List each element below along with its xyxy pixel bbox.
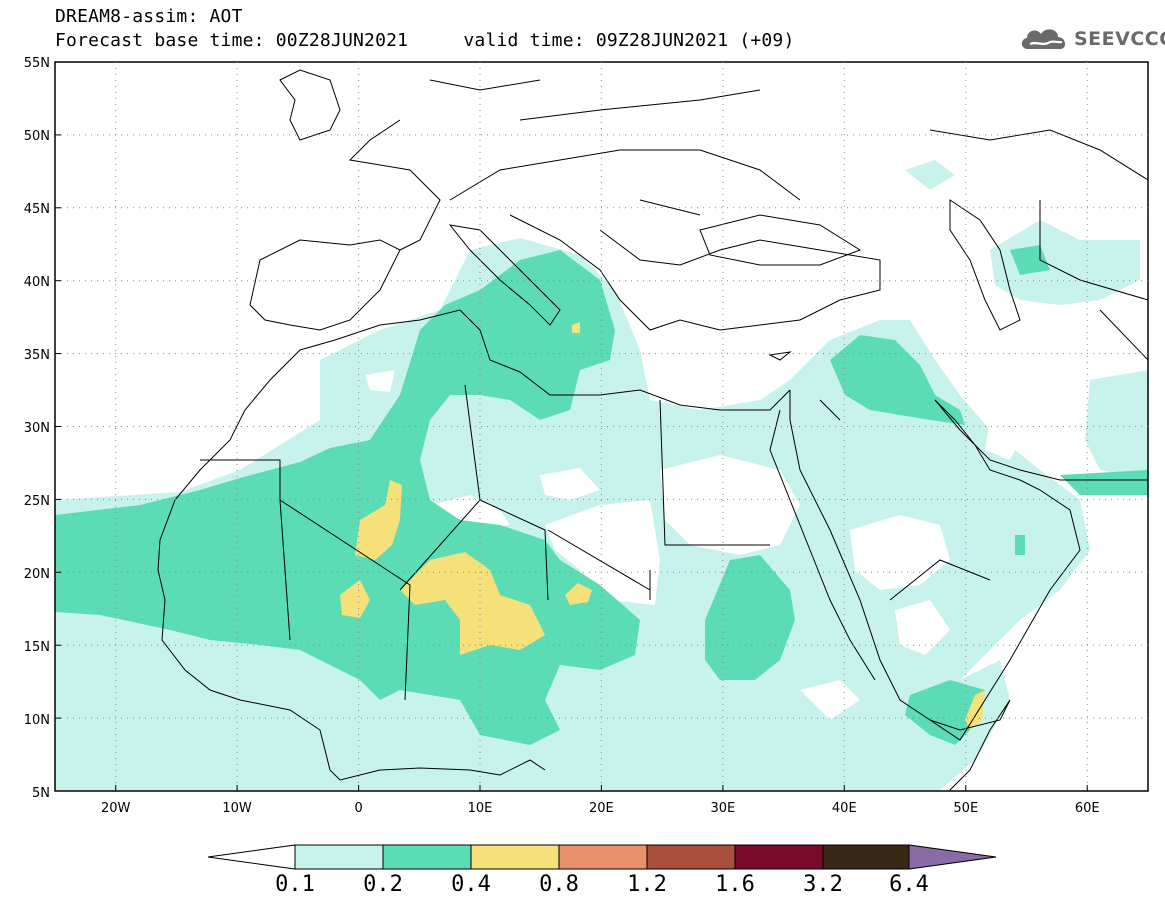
- colorbar-label: 0.1: [275, 872, 315, 897]
- lat-tick-label: 50N: [24, 129, 50, 144]
- colorbar-label: 6.4: [889, 872, 929, 897]
- colorbar-swatch: [646, 844, 736, 870]
- lon-tick-label: 60E: [1075, 801, 1100, 816]
- lon-tick-label: 30E: [711, 801, 736, 816]
- time-info: Forecast base time: 00Z28JUN2021 valid t…: [55, 30, 795, 51]
- lat-tick-label: 20N: [24, 567, 50, 582]
- colorbar-low-arrow: [207, 844, 296, 870]
- colorbar-swatch: [470, 844, 560, 870]
- colorbar-swatch: [822, 844, 910, 870]
- valid-time-label: valid time:: [463, 30, 585, 51]
- lat-tick-label: 30N: [24, 421, 50, 436]
- chart-title: DREAM8-assim: AOT: [55, 6, 243, 27]
- lat-tick-label: 10N: [24, 713, 50, 728]
- lat-tick-label: 15N: [24, 640, 50, 655]
- colorbar: [207, 844, 997, 870]
- gridlines: [55, 62, 1148, 791]
- lon-tick-label: 0: [354, 801, 362, 816]
- colorbar-label: 0.4: [451, 872, 491, 897]
- colorbar-swatch: [382, 844, 472, 870]
- lat-tick-label: 55N: [24, 56, 50, 71]
- aot-fields: [55, 69, 1148, 791]
- colorbar-swatch: [294, 844, 384, 870]
- coastlines: [157, 69, 1148, 791]
- lat-tick-label: 25N: [24, 494, 50, 509]
- lon-tick-label: 50E: [953, 801, 978, 816]
- colorbar-label: 0.8: [539, 872, 579, 897]
- lat-tick-label: 35N: [24, 348, 50, 363]
- colorbar-label: 0.2: [363, 872, 403, 897]
- colorbar-label: 3.2: [803, 872, 843, 897]
- base-time-label: Forecast base time:: [55, 30, 265, 51]
- colorbar-label: 1.2: [627, 872, 667, 897]
- seevccc-logo: SEEVCCC: [1018, 24, 1165, 54]
- lat-tick-labels: 55N 50N 45N 40N 35N 30N 25N 20N 15N 10N …: [24, 56, 50, 801]
- lon-tick-labels: 20W 10W 0 10E 20E 30E 40E 50E 60E: [101, 801, 1100, 816]
- lat-tick-label: 40N: [24, 275, 50, 290]
- colorbar-swatch: [558, 844, 648, 870]
- lon-tick-label: 10W: [222, 801, 252, 816]
- lon-tick-label: 20E: [589, 801, 614, 816]
- cloud-icon: [1021, 29, 1066, 49]
- lon-tick-label: 10E: [468, 801, 493, 816]
- lon-tick-label: 40E: [832, 801, 857, 816]
- aot-level-0-4: [340, 322, 985, 730]
- colorbar-high-arrow: [908, 844, 997, 870]
- base-time-value: 00Z28JUN2021: [275, 30, 409, 51]
- lon-tick-label: 20W: [101, 801, 131, 816]
- logo-text: SEEVCCC: [1074, 28, 1165, 50]
- lat-tick-label: 45N: [24, 202, 50, 217]
- colorbar-label: 1.6: [715, 872, 755, 897]
- lat-tick-label: 5N: [32, 786, 50, 801]
- valid-time-value: 09Z28JUN2021 (+09): [595, 30, 795, 51]
- tick-marks: [55, 61, 1088, 791]
- colorbar-swatch: [734, 844, 824, 870]
